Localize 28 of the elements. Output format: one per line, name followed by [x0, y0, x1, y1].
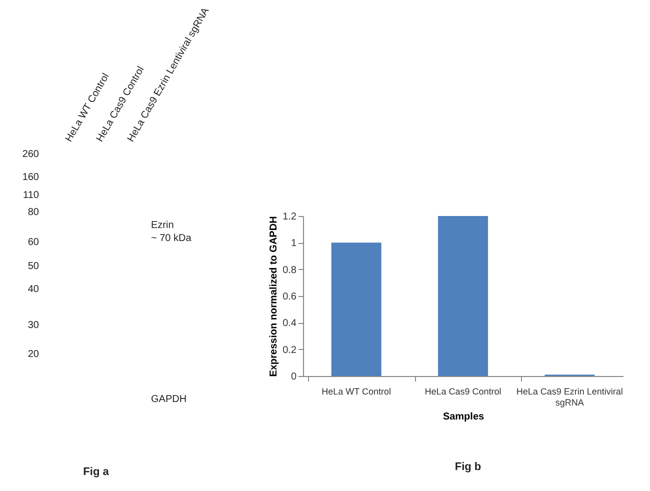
text: 30: [28, 320, 40, 331]
x-tick-label: HeLa Cas9 Ezrin Lentiviral sgRNA: [516, 386, 623, 408]
y-tick-label: 0: [290, 372, 297, 382]
text: ~ 70 kDa: [151, 233, 192, 244]
y-tick-label: 1.2: [282, 212, 297, 222]
y-tick-label: 0.4: [282, 318, 297, 330]
text: Fig a: [83, 466, 110, 478]
text: 50: [28, 261, 40, 272]
y-tick-label: 0.6: [282, 292, 297, 302]
x-axis-title: Samples: [442, 412, 484, 422]
text: 110: [23, 190, 40, 201]
y-tick-label: 0.8: [282, 264, 297, 276]
y-axis-title: Expression normalized to GAPDH: [268, 216, 280, 377]
bar: [331, 242, 382, 376]
text: 60: [28, 237, 40, 248]
text: 80: [28, 207, 40, 218]
text: 260: [22, 149, 40, 160]
text: 20: [28, 349, 40, 360]
text: Fig b: [454, 461, 482, 473]
text: GAPDH: [151, 394, 187, 405]
y-tick-label: 0.2: [282, 344, 297, 356]
x-tick-label: HeLa WT Control: [322, 386, 392, 396]
x-tick-label: HeLa Cas9 Control: [424, 386, 502, 396]
text: 160: [22, 172, 40, 183]
y-tick-label: 1: [290, 238, 297, 250]
bar: [438, 216, 488, 376]
text: Ezrin: [151, 220, 174, 231]
text: 40: [28, 284, 40, 295]
